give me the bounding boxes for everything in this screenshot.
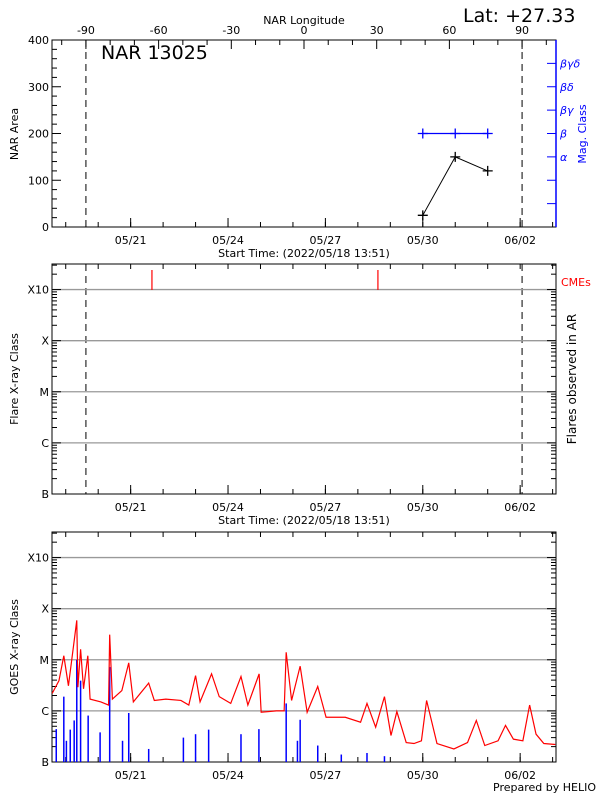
area-point <box>450 151 461 162</box>
class-tick-label: M <box>40 654 50 667</box>
prepared-by-label: Prepared by HELIO <box>493 781 596 794</box>
class-tick-label: C <box>41 437 49 450</box>
longitude-tick-label: -30 <box>222 24 240 37</box>
time-tick-label: 05/24 <box>212 234 244 247</box>
mag-class-label-3: βδ <box>559 81 574 94</box>
longitude-axis-title: NAR Longitude <box>263 14 345 27</box>
class-tick-label: X <box>41 335 49 348</box>
region-title: NAR 13025 <box>101 42 208 64</box>
time-tick-label: 05/24 <box>212 501 244 514</box>
start-time-label-middle: Start Time: (2022/05/18 13:51) <box>218 514 390 527</box>
time-tick-label: 05/27 <box>310 769 342 782</box>
plot-frame-2 <box>51 263 557 495</box>
mag-class-label-1: β <box>559 128 567 141</box>
mag-class-label-2: βγ <box>559 104 574 117</box>
longitude-tick-label: -60 <box>150 24 168 37</box>
time-tick-label: 05/27 <box>310 234 342 247</box>
area-tick-label: 400 <box>28 34 49 47</box>
class-tick-label: B <box>41 488 49 501</box>
mag-class-label-4: βγδ <box>559 57 581 70</box>
mag-class-point <box>417 128 428 139</box>
cme-label: CMEs <box>561 276 591 289</box>
longitude-tick-label: 60 <box>442 24 456 37</box>
longitude-tick-label: 30 <box>370 24 384 37</box>
time-tick-label: 05/21 <box>115 234 147 247</box>
latitude-label: Lat: +27.33 <box>463 5 575 27</box>
area-point <box>417 210 428 221</box>
time-tick-label: 06/02 <box>504 769 536 782</box>
class-tick-label: X10 <box>27 284 49 297</box>
time-tick-label: 05/30 <box>407 234 439 247</box>
area-point <box>482 165 493 176</box>
longitude-tick-label: 0 <box>301 24 308 37</box>
area-tick-label: 200 <box>28 128 49 141</box>
time-tick-label: 05/21 <box>115 501 147 514</box>
class-tick-label: M <box>40 386 50 399</box>
class-tick-label: X <box>41 603 49 616</box>
nar-area-axis-label: NAR Area <box>8 108 21 160</box>
area-line <box>422 156 488 216</box>
class-tick-label: X10 <box>27 552 49 565</box>
plot-frame-3 <box>51 531 557 763</box>
goes-class-axis-label: GOES X-ray Class <box>8 599 21 695</box>
longitude-tick-label: 90 <box>515 24 529 37</box>
flare-class-axis-label: Flare X-ray Class <box>8 333 21 425</box>
mag-class-point <box>450 128 461 139</box>
time-tick-label: 06/02 <box>504 234 536 247</box>
time-tick-label: 05/21 <box>115 769 147 782</box>
time-tick-label: 05/30 <box>407 769 439 782</box>
mag-class-point <box>482 128 493 139</box>
area-tick-label: 0 <box>42 221 49 234</box>
longitude-tick-label: -90 <box>77 24 95 37</box>
time-tick-label: 06/02 <box>504 501 536 514</box>
mag-class-axis-label: Mag. Class <box>576 104 589 163</box>
area-tick-label: 300 <box>28 81 49 94</box>
start-time-label-top: Start Time: (2022/05/18 13:51) <box>218 247 390 260</box>
area-tick-label: 100 <box>28 174 49 187</box>
goes-flux-line <box>51 620 556 750</box>
time-tick-label: 05/27 <box>310 501 342 514</box>
flares-observed-axis-label: Flares observed in AR <box>565 314 579 444</box>
class-tick-label: C <box>41 705 49 718</box>
class-tick-label: B <box>41 756 49 769</box>
time-tick-label: 05/24 <box>212 769 244 782</box>
time-tick-label: 05/30 <box>407 501 439 514</box>
mag-class-label-0: α <box>560 151 568 164</box>
